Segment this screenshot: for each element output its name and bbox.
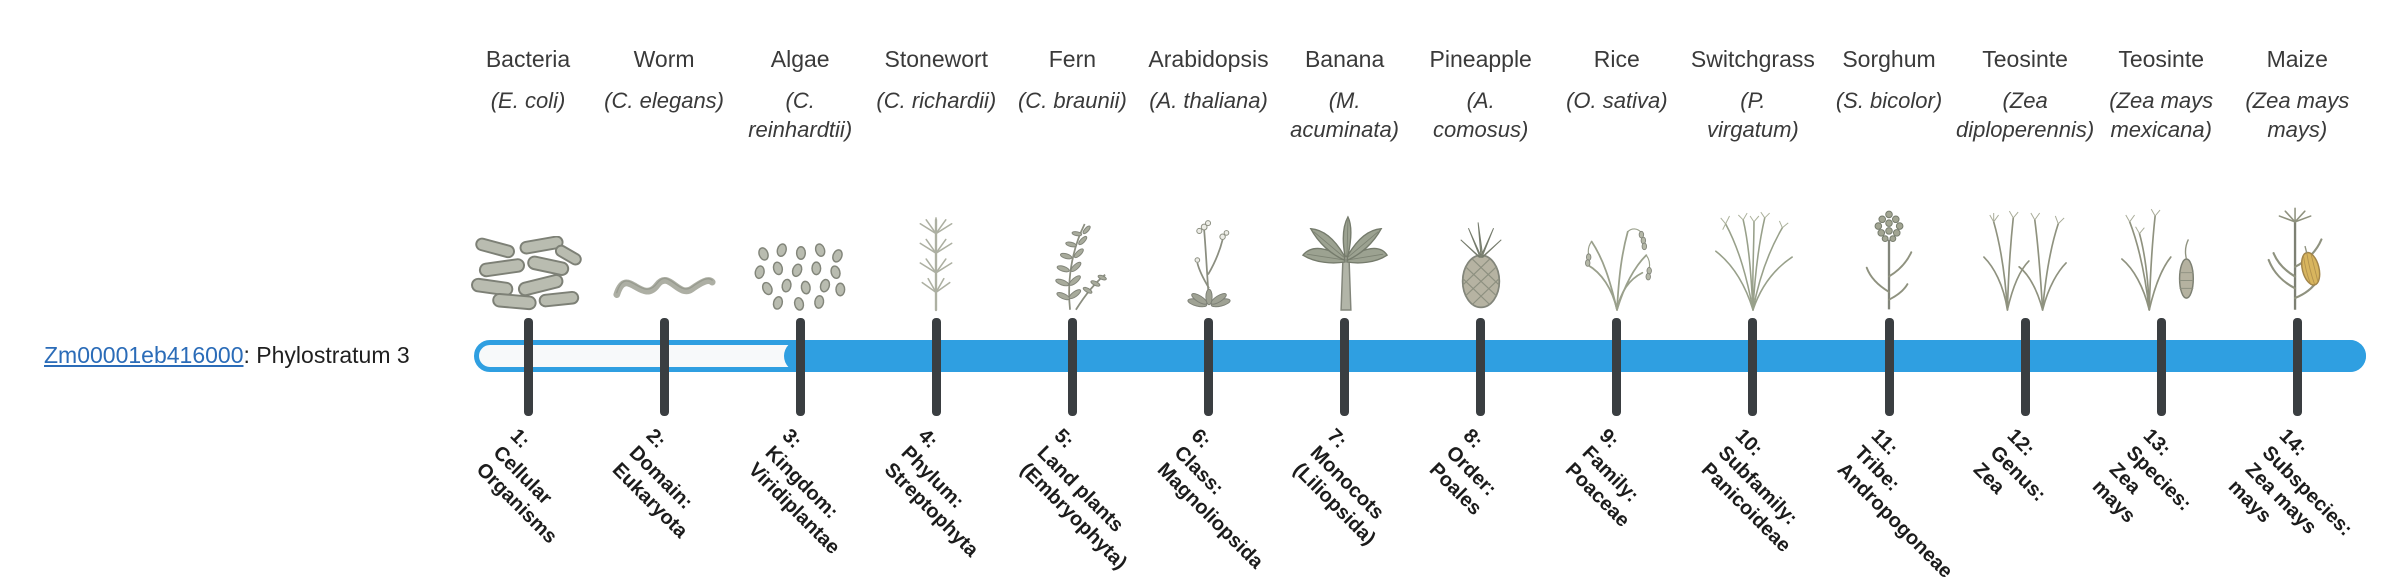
organism-column: Switchgrass (P. virgatum) <box>1676 46 1830 312</box>
organism-scientific-name: (C. reinhardtii) <box>748 87 853 142</box>
phylostratum-stage-label: 14: Subspecies: Zea mays mays <box>2224 424 2357 541</box>
organism-common-name: Worm <box>633 46 695 72</box>
phylostratum-tick <box>1204 318 1213 416</box>
phylostratum-tick <box>795 318 805 416</box>
organism-common-name: Pineapple <box>1429 46 1532 72</box>
organism-common-name: Bacteria <box>485 46 571 72</box>
organism-column: Banana (M. acuminata) <box>1268 46 1422 312</box>
teosinte-diploperennis-icon <box>1980 206 2070 312</box>
maize-icon <box>2256 206 2338 312</box>
organism-scientific-name: (Zea mays mexicana) <box>2109 87 2214 142</box>
organism-column: Worm (C. elegans) <box>587 46 741 312</box>
organism-common-name: Teosinte <box>2118 46 2205 72</box>
organism-common-name: Banana <box>1304 46 1385 72</box>
organism-column: Algae (C. reinhardtii) <box>723 46 877 312</box>
phylostratum-tick <box>1067 318 1077 416</box>
phylostratum-stage-label: 2: Domain: Eukaryota <box>607 424 697 543</box>
phylostratum-stage-label: 3: Kingdom: Viridiplantae <box>743 424 845 559</box>
organism-column: Teosinte (Zea mays mexicana) <box>2084 46 2238 312</box>
organism-common-name: Maize <box>2266 46 2328 72</box>
phylostratum-tick <box>659 318 669 416</box>
organism-scientific-name: (S. bicolor) <box>1835 87 1943 113</box>
organism-scientific-name: (P. virgatum) <box>1707 87 1799 142</box>
stonewort-icon <box>908 212 964 312</box>
organism-column: Sorghum (S. bicolor) <box>1812 46 1966 312</box>
rice-icon <box>1576 212 1658 312</box>
sorghum-icon <box>1858 206 1920 312</box>
organism-scientific-name: (Zea diploperennis) <box>1955 87 2095 142</box>
organism-scientific-name: (M. acuminata) <box>1290 87 1400 142</box>
fern-icon <box>1033 212 1111 312</box>
phylostratum-stage-label: 4: Phylum: Streptophyta <box>880 424 983 562</box>
bacteria-icon <box>470 236 586 312</box>
organism-column: Fern (C. braunii) <box>995 46 1149 312</box>
organism-column: Maize (Zea mays mays) <box>2220 46 2374 312</box>
organism-scientific-name: (O. sativa) <box>1566 87 1668 113</box>
organism-column: Arabidopsis (A. thaliana) <box>1132 46 1286 312</box>
organism-column: Bacteria (E. coli) <box>451 46 605 312</box>
pineapple-icon <box>1453 212 1509 312</box>
organism-column: Teosinte (Zea diploperennis) <box>1948 46 2102 312</box>
phylostratum-tick <box>2020 318 2030 416</box>
phylostratum-stage-label: 11: Tribe: Andropogoneae <box>1832 424 1957 580</box>
gene-label: Zm00001eb416000: Phylostratum 3 <box>44 342 410 369</box>
organism-scientific-name: (C. braunii) <box>1017 87 1127 113</box>
organism-common-name: Switchgrass <box>1690 46 1815 72</box>
phylostratum-text: : Phylostratum 3 <box>243 342 410 368</box>
phylostratum-tick <box>1884 318 1894 416</box>
organism-scientific-name: (C. richardii) <box>876 87 997 113</box>
organism-common-name: Rice <box>1593 46 1640 72</box>
phylostratum-stage-label: 1: Cellular Organisms <box>471 424 562 549</box>
phylostratum-tick <box>931 318 941 416</box>
phylostratum-stage-label: 12: Genus: Zea <box>1968 424 2051 506</box>
organism-common-name: Stonewort <box>884 46 989 72</box>
organism-common-name: Algae <box>770 46 830 72</box>
phylostratum-tick <box>523 318 533 416</box>
phylostratum-stage-label: 8: Order: Poales <box>1424 424 1501 520</box>
gene-id-link[interactable]: Zm00001eb416000 <box>44 342 244 368</box>
organism-common-name: Sorghum <box>1842 46 1936 72</box>
phylostratum-tick <box>1612 318 1622 416</box>
organism-scientific-name: (Zea mays mays) <box>2245 87 2350 142</box>
organism-scientific-name: (A. comosus) <box>1433 87 1529 142</box>
banana-icon <box>1299 212 1391 312</box>
arabidopsis-icon <box>1176 212 1242 312</box>
phylostratum-stage-label: 10: Subfamily: Panicoideae <box>1696 424 1802 557</box>
organism-common-name: Fern <box>1048 46 1097 72</box>
organism-column: Stonewort (C. richardii) <box>859 46 1013 312</box>
worm-icon <box>611 256 717 312</box>
algae-icon <box>752 242 848 312</box>
phylostratum-tick <box>1748 318 1758 416</box>
phylostratum-stage-label: 9: Family: Poaceae <box>1560 424 1643 532</box>
switchgrass-icon <box>1708 210 1798 312</box>
phylostratum-tick <box>1476 318 1486 416</box>
organism-common-name: Arabidopsis <box>1148 46 1269 72</box>
organism-scientific-name: (C. elegans) <box>604 87 725 113</box>
organism-column: Pineapple (A. comosus) <box>1404 46 1558 312</box>
phylostratum-tick <box>2156 318 2166 416</box>
teosinte-mexicana-icon <box>2116 206 2206 312</box>
phylostratum-stage-label: 7: Monocots (Liliopsida) <box>1288 424 1388 550</box>
phylostratum-stage-label: 6: Class: Magnoliopsida <box>1152 424 1267 574</box>
organism-scientific-name: (A. thaliana) <box>1149 87 1268 113</box>
phylostratum-tick <box>1340 318 1350 416</box>
phylostratum-tick <box>2292 318 2302 416</box>
phylostratum-stage-label: 5: Land plants (Embryophyta) <box>1016 424 1132 574</box>
organism-scientific-name: (E. coli) <box>490 87 566 113</box>
phylostratum-stage-label: 13: Species: Zea mays <box>2088 424 2196 528</box>
organism-common-name: Teosinte <box>1982 46 2068 72</box>
organism-column: Rice (O. sativa) <box>1540 46 1694 312</box>
phylostratum-bar-fill <box>784 340 2366 372</box>
